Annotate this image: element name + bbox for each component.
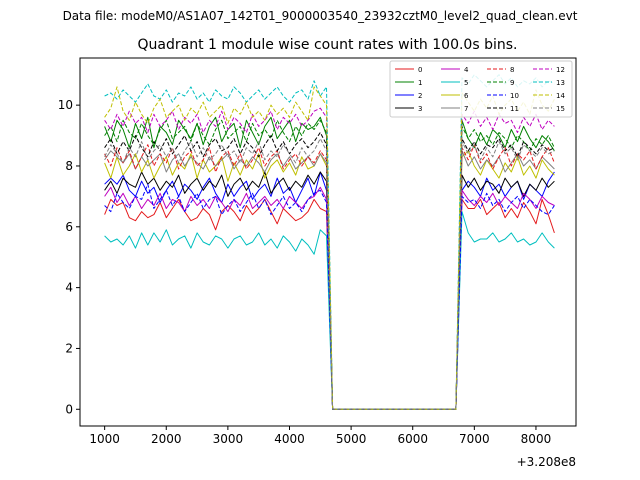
legend-label-2: 2	[418, 92, 422, 100]
x-tick-label: 6000	[397, 432, 428, 446]
legend-label-7: 7	[464, 105, 468, 113]
legend-label-0: 0	[418, 66, 422, 74]
y-tick-label: 8	[65, 159, 73, 173]
legend-label-8: 8	[510, 66, 514, 74]
legend-label-15: 15	[556, 105, 565, 113]
legend-label-12: 12	[556, 66, 565, 74]
series-layer	[104, 74, 555, 410]
axes-frame	[79, 57, 577, 427]
y-axis: 0 2 4 6 8 10	[58, 98, 80, 416]
y-tick-label: 4	[65, 281, 73, 295]
legend-label-3: 3	[418, 105, 422, 113]
legend-label-1: 1	[418, 79, 422, 87]
x-tick-label: 1000	[89, 432, 120, 446]
x-tick-label: 8000	[521, 432, 552, 446]
series-line-10	[104, 183, 555, 410]
plot-area: 1000 2000 3000 4000 5000 6000 7000 8000 0246810…	[58, 57, 577, 469]
x-tick-label: 5000	[336, 432, 367, 446]
x-tick-label: 7000	[459, 432, 490, 446]
series-line-5	[104, 211, 555, 410]
figure-suptitle: Data file: modeM0/AS1A07_142T01_90000035…	[63, 9, 578, 23]
legend-label-4: 4	[464, 66, 469, 74]
x-tick-label: 2000	[151, 432, 182, 446]
y-tick-label: 2	[65, 341, 73, 355]
chart-title: Quadrant 1 module wise count rates with …	[138, 37, 518, 53]
x-tick-label: 3000	[213, 432, 244, 446]
y-tick-label: 0	[65, 402, 73, 416]
legend-label-13: 13	[556, 79, 565, 87]
y-tick-label: 6	[65, 220, 73, 234]
legend-label-14: 14	[556, 92, 565, 100]
x-axis: 1000 2000 3000 4000 5000 6000 7000 8000	[89, 426, 551, 446]
legend-box	[389, 60, 573, 118]
x-tick-label: 4000	[274, 432, 305, 446]
legend-label-6: 6	[464, 92, 469, 100]
legend-label-9: 9	[510, 79, 514, 87]
y-tick-label: 10	[58, 98, 73, 112]
legend-label-11: 11	[510, 105, 519, 113]
x-axis-offset-label: +3.208e8	[517, 455, 576, 469]
legend-label-5: 5	[464, 79, 468, 87]
series-line-13	[104, 74, 555, 410]
legend-label-10: 10	[510, 92, 519, 100]
